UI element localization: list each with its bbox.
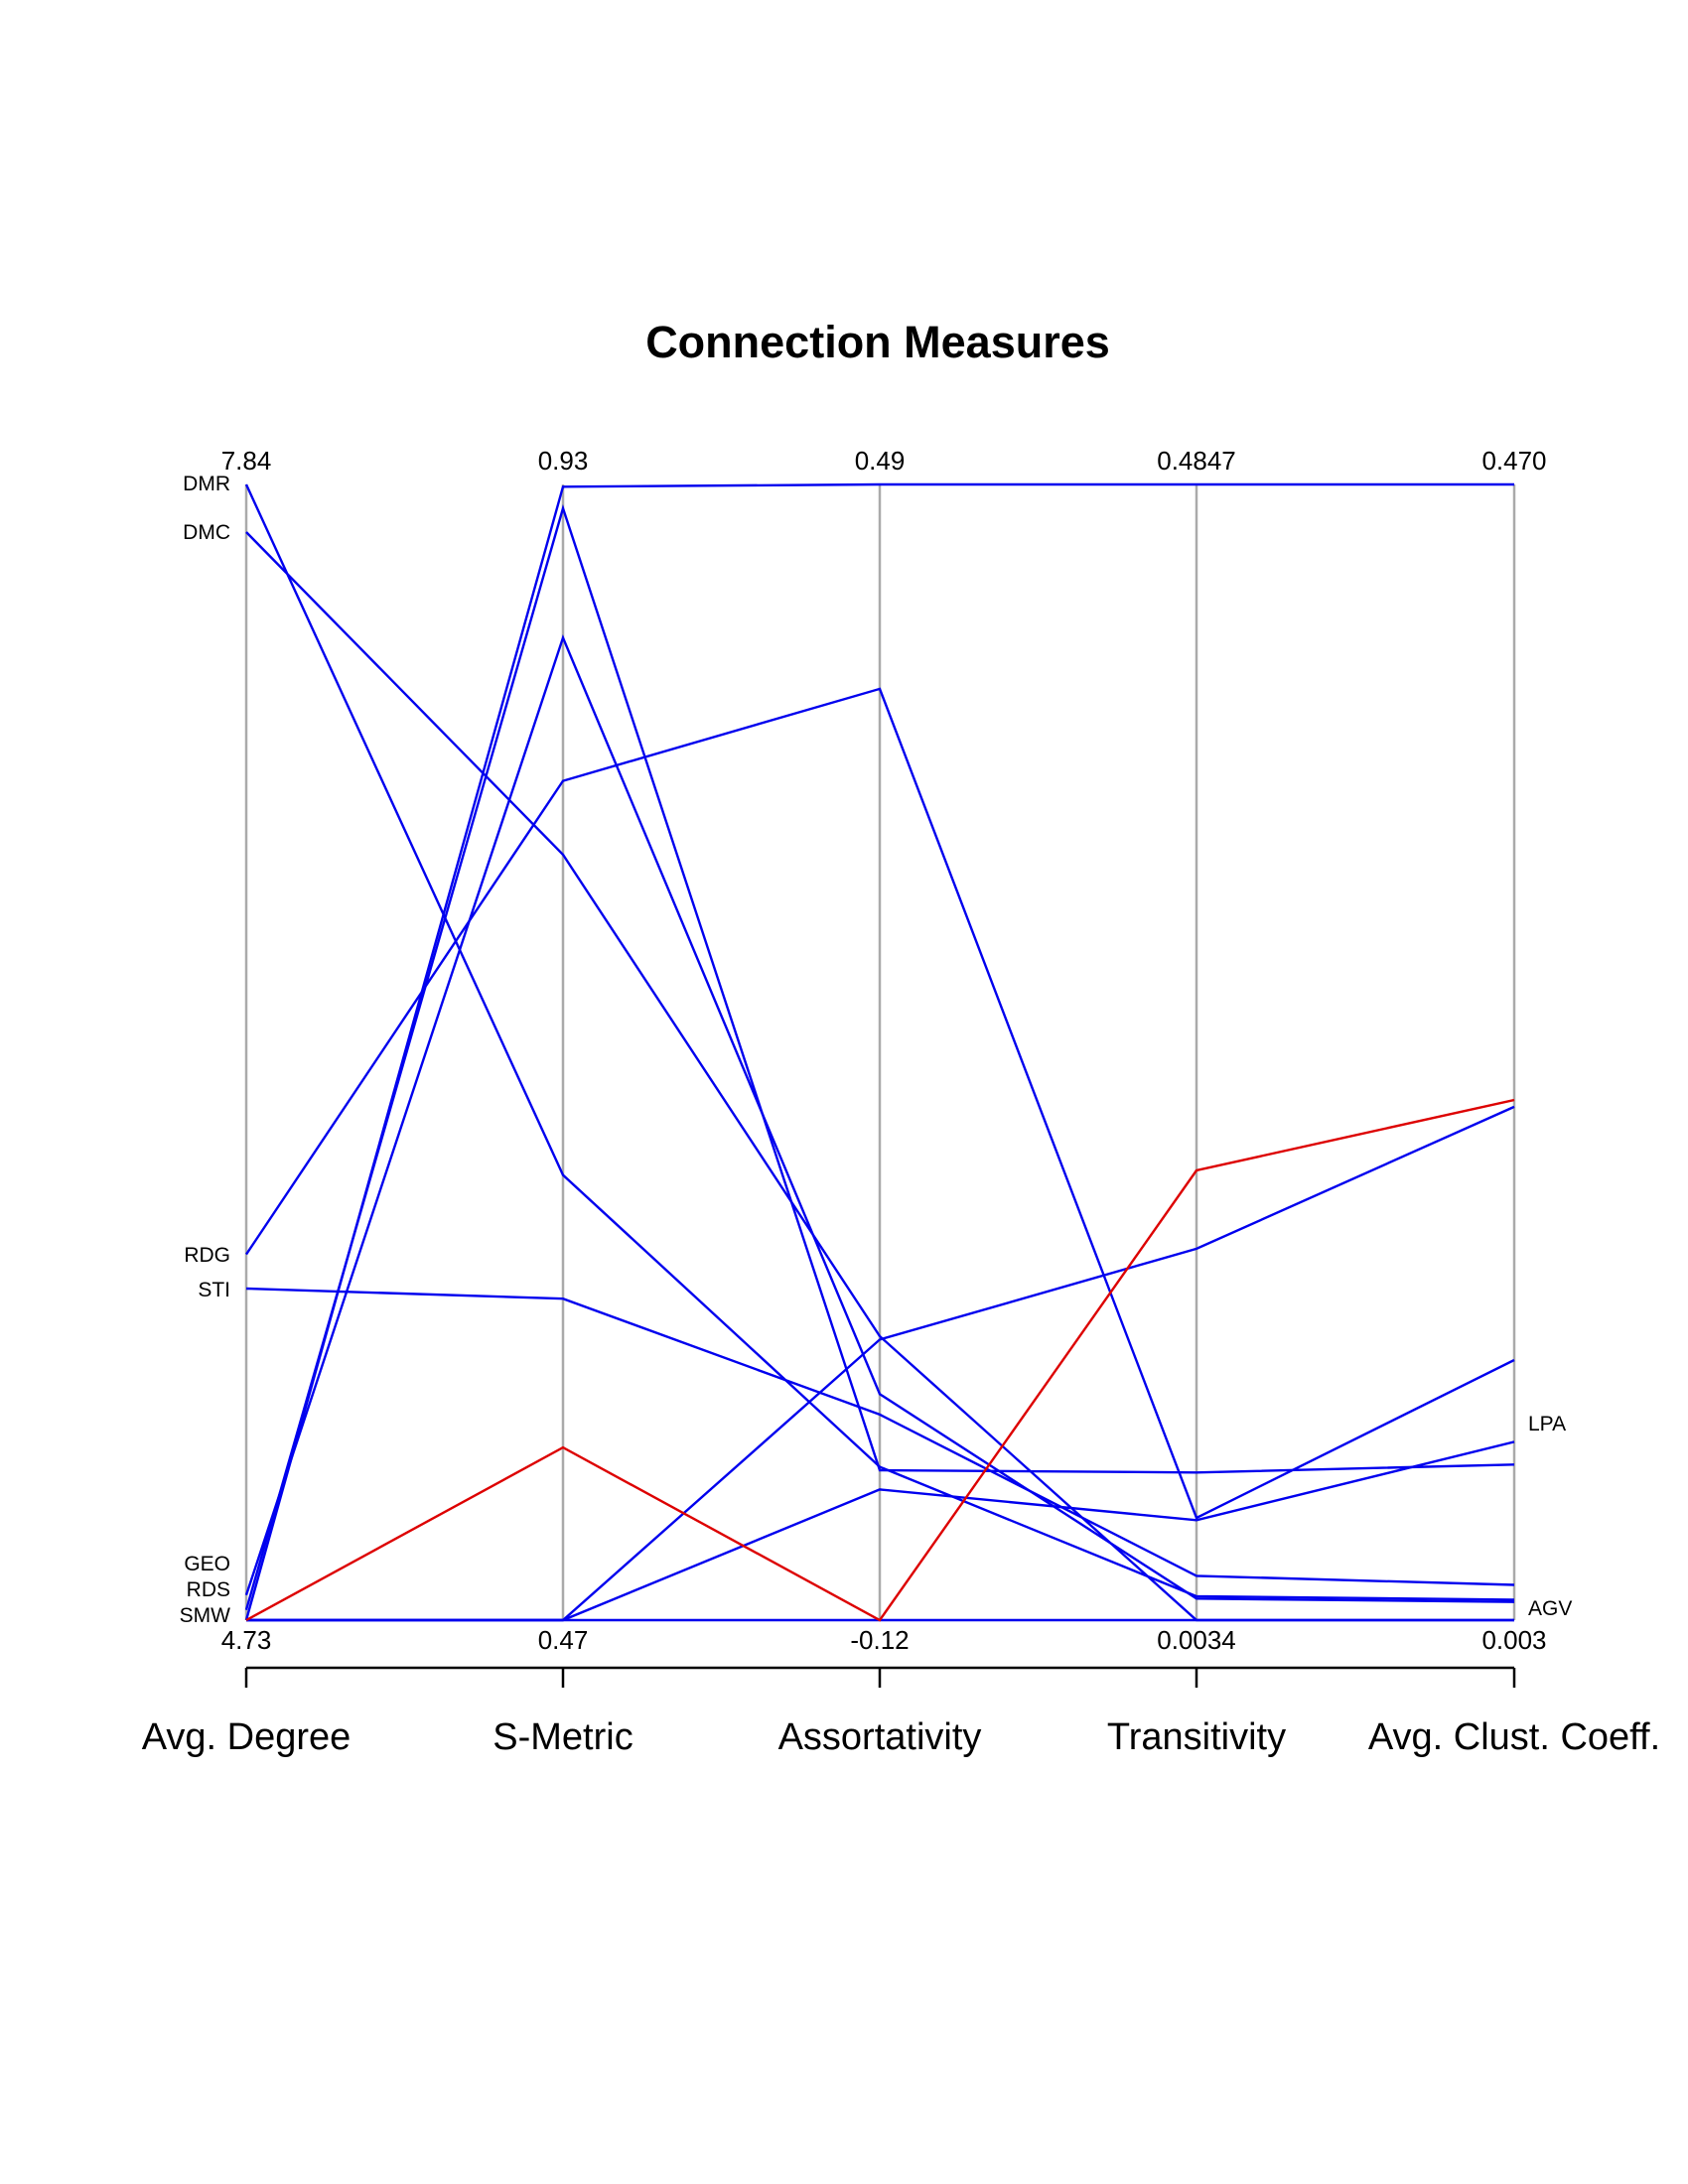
axis-min-label: -0.12	[850, 1625, 909, 1655]
series-line-sti	[245, 1287, 1515, 1586]
series-line-geo	[244, 633, 1515, 1603]
series-labels-layer: DMR DMC RDG STI GEO RDS SMW LPA AGV	[180, 473, 1573, 1627]
series-label-geo: GEO	[184, 1553, 230, 1575]
axis-max-label: 0.49	[855, 446, 906, 476]
axis-max-label: 0.4847	[1157, 446, 1236, 476]
axis-min-label: 0.47	[538, 1625, 589, 1655]
axis-name: S-Metric	[492, 1716, 633, 1758]
axis-max-label: 0.470	[1481, 446, 1546, 476]
series-label-dmr: DMR	[183, 473, 230, 495]
axis-name: Transitivity	[1107, 1716, 1286, 1758]
axis-min-label: 0.003	[1481, 1625, 1546, 1655]
axis-name: Assortativity	[778, 1716, 982, 1758]
axis-min-label: 4.73	[221, 1625, 272, 1655]
series-label-agv: AGV	[1528, 1597, 1572, 1620]
axis-max-label: 0.93	[538, 446, 589, 476]
series-label-dmc: DMC	[183, 521, 230, 544]
series-line-smw	[245, 1098, 1515, 1622]
axis-name: Avg. Degree	[142, 1716, 352, 1758]
series-line-rdg	[245, 687, 1515, 1520]
axis-min-label: 0.0034	[1157, 1625, 1236, 1655]
series-line	[244, 482, 1514, 1621]
axes-layer: 7.84 4.73 Avg. Degree 0.93 0.47 S-Metric 0.49 -…	[142, 446, 1660, 1758]
chart-title: Connection Measures	[645, 317, 1110, 367]
series-label-lpa: LPA	[1528, 1413, 1566, 1435]
series-lines-layer	[244, 482, 1515, 1622]
series-line-rds	[244, 503, 1515, 1611]
series-label-rds: RDS	[187, 1578, 230, 1601]
series-label-smw: SMW	[180, 1604, 231, 1627]
series-label-sti: STI	[198, 1279, 230, 1301]
axis-name: Avg. Clust. Coeff.	[1368, 1716, 1660, 1758]
series-label-rdg: RDG	[184, 1244, 230, 1267]
axis-max-label: 7.84	[221, 446, 272, 476]
